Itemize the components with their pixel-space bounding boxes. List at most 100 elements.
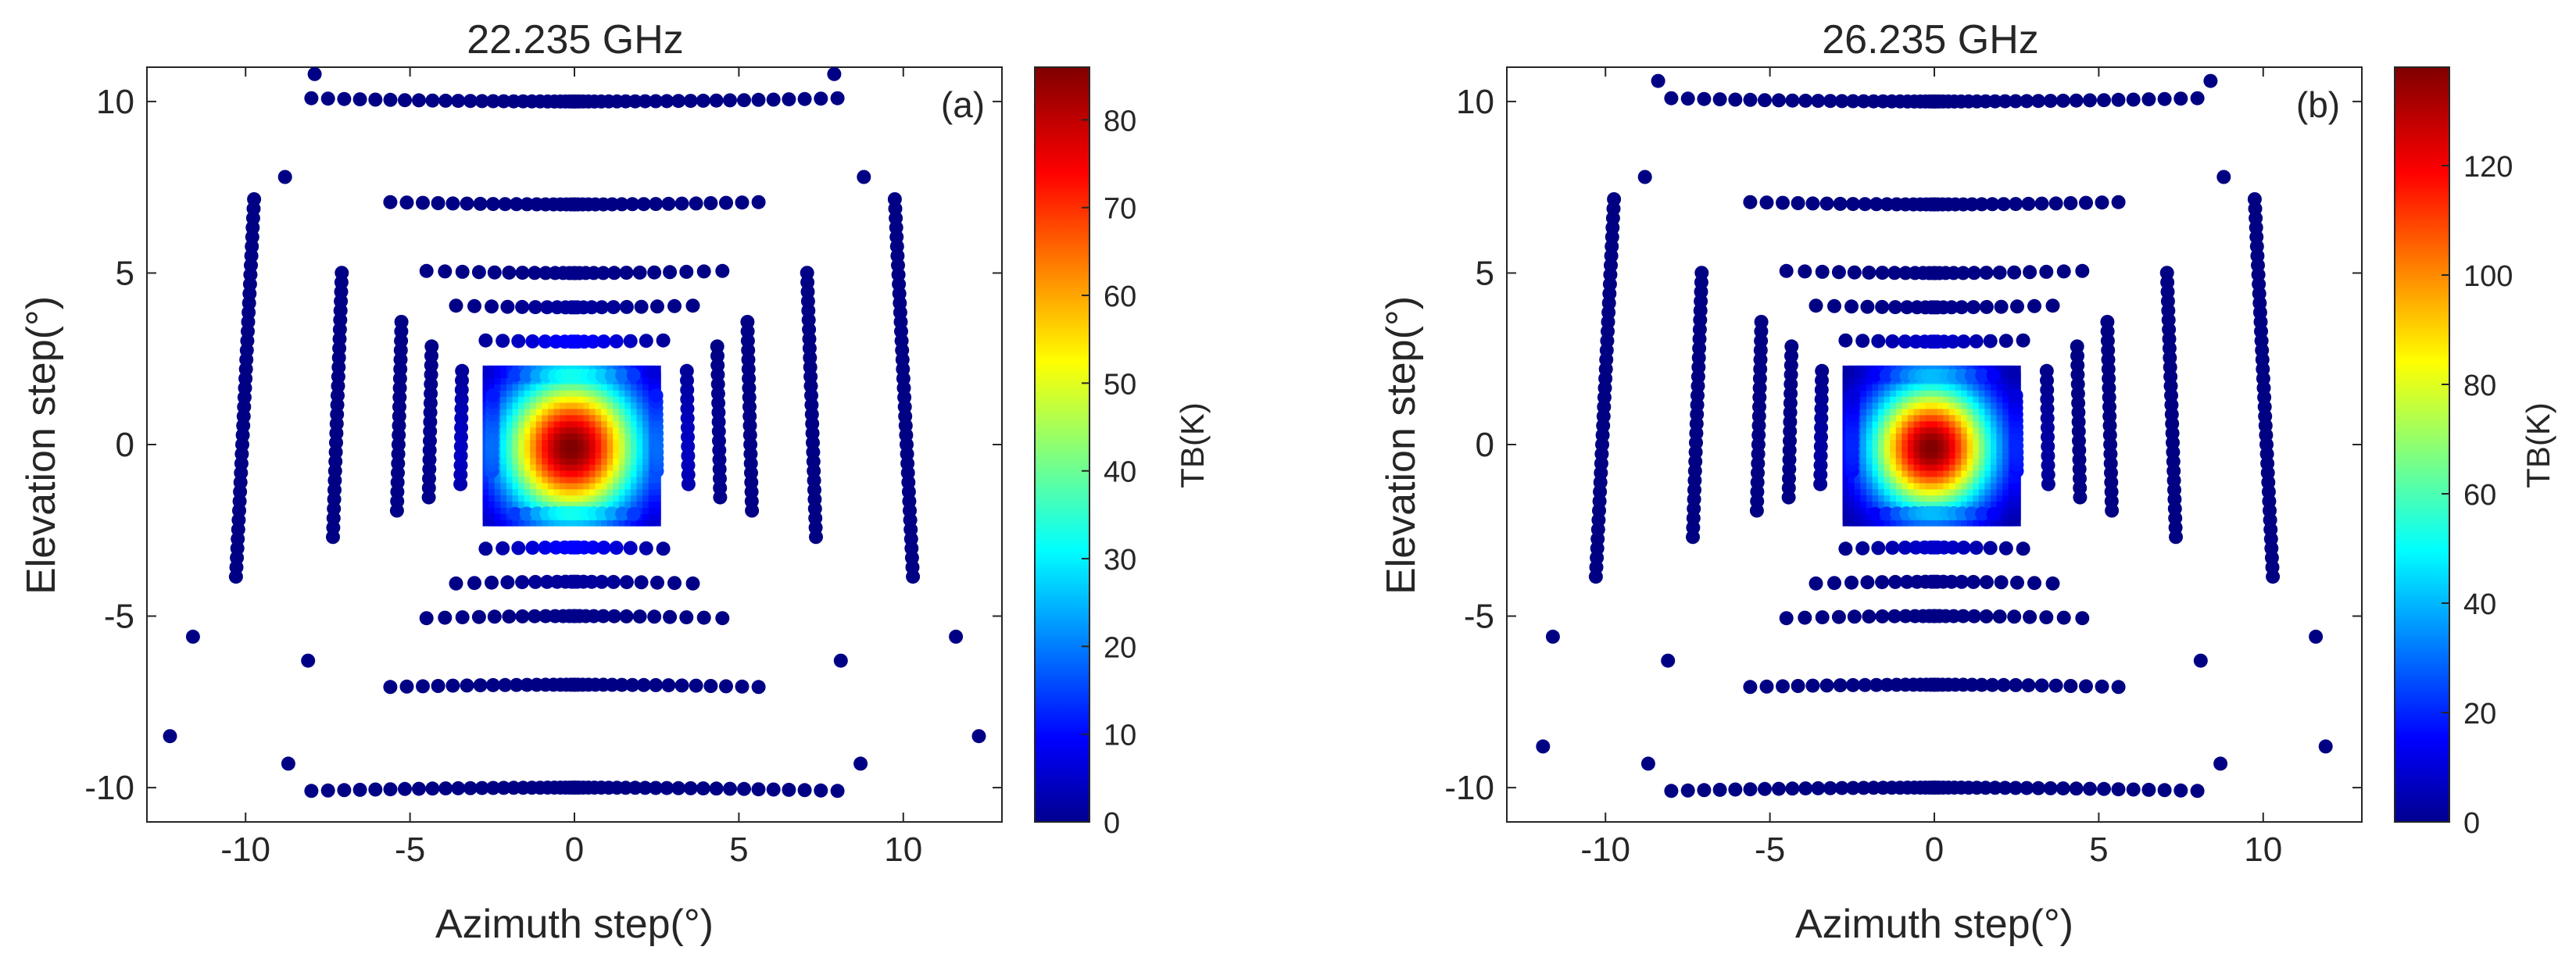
- y-axis-label-b: Elevation step(°): [1379, 296, 1424, 595]
- data-point: [1875, 299, 1890, 314]
- data-point: [625, 677, 640, 692]
- data-point: [2157, 91, 2172, 106]
- data-point: [703, 196, 718, 210]
- y-tick-label: 5: [1476, 254, 1494, 292]
- data-point: [606, 266, 621, 280]
- data-point: [2069, 93, 2084, 108]
- data-point: [2007, 609, 2022, 624]
- data-point: [1776, 195, 1790, 210]
- data-point: [1856, 781, 1871, 795]
- data-point: [1955, 609, 1970, 623]
- data-point: [782, 782, 796, 797]
- y-tick-label: -10: [84, 769, 134, 807]
- data-point: [2021, 196, 2036, 211]
- data-point: [1846, 94, 1860, 109]
- data-point: [703, 679, 718, 693]
- data-point: [887, 192, 902, 206]
- data-point: [1772, 781, 1786, 796]
- data-point: [2056, 610, 2071, 625]
- data-point: [1983, 541, 1998, 556]
- data-point: [614, 197, 629, 212]
- data-point: [1743, 195, 1758, 209]
- data-point: [2083, 781, 2097, 796]
- data-point: [1785, 93, 1800, 108]
- data-point: [431, 196, 445, 210]
- colorbar-label-a: TB(K): [1174, 402, 1211, 488]
- data-point: [1998, 94, 2012, 109]
- data-point: [1974, 197, 1989, 212]
- data-point: [1860, 299, 1875, 314]
- data-point: [766, 782, 781, 797]
- data-point: [2039, 264, 2054, 279]
- data-point: [674, 196, 689, 211]
- data-point: [2009, 781, 2023, 795]
- data-point: [2111, 680, 2126, 695]
- data-point: [1955, 266, 1970, 280]
- x-tick-label: 5: [2089, 831, 2108, 869]
- data-point: [2095, 195, 2109, 210]
- y-tick-label: 10: [1456, 83, 1494, 121]
- data-point: [383, 680, 398, 695]
- data-point: [719, 195, 733, 210]
- data-point: [352, 92, 367, 107]
- data-point: [615, 506, 630, 521]
- data-point: [163, 729, 177, 744]
- colorbar-ticks-b: 0 20 40 60 80 100 120: [2442, 151, 2513, 840]
- data-point: [2069, 781, 2084, 796]
- data-point: [1987, 94, 2002, 109]
- data-point: [1798, 610, 1812, 625]
- data-point: [2157, 783, 2172, 798]
- data-point: [2079, 679, 2093, 694]
- data-point: [634, 299, 649, 314]
- scatter-points-b: [1536, 73, 2333, 798]
- data-point: [460, 678, 474, 693]
- data-point: [412, 93, 426, 108]
- data-point: [2193, 653, 2208, 668]
- data-point: [1858, 677, 1873, 692]
- data-point: [604, 368, 619, 383]
- data-point: [766, 92, 781, 107]
- data-point: [679, 363, 694, 378]
- data-point: [500, 575, 515, 590]
- data-point: [2027, 576, 2041, 591]
- data-point: [2009, 197, 2023, 212]
- data-point: [2034, 196, 2049, 211]
- data-point: [1869, 197, 1884, 212]
- data-point: [1536, 739, 1551, 754]
- data-point: [277, 170, 292, 184]
- data-point: [595, 300, 609, 315]
- data-point: [626, 368, 641, 383]
- data-point: [1712, 92, 1727, 107]
- data-point: [585, 300, 599, 315]
- data-point: [1776, 679, 1790, 694]
- x-axis-label-b: Azimuth step(°): [1795, 902, 2073, 947]
- data-point: [2190, 784, 2205, 798]
- data-point: [638, 781, 653, 795]
- data-point: [451, 94, 466, 109]
- colorbar-tick-label: 80: [1104, 105, 1136, 138]
- x-ticks-a: -10 -5 0 5 10: [220, 67, 922, 869]
- data-point: [723, 93, 737, 108]
- data-point: [1900, 574, 1914, 589]
- data-point: [463, 94, 478, 109]
- data-point: [368, 782, 383, 797]
- data-point: [1998, 541, 2013, 556]
- data-point: [596, 540, 611, 555]
- data-point: [1791, 679, 1805, 693]
- data-point: [2190, 91, 2205, 105]
- data-point: [2008, 365, 2021, 378]
- data-point: [502, 265, 517, 280]
- data-point: [585, 540, 600, 555]
- data-point: [636, 197, 651, 212]
- data-point: [2055, 93, 2070, 108]
- data-point: [1845, 197, 1860, 212]
- data-point: [451, 781, 466, 795]
- data-point: [515, 266, 530, 280]
- data-point: [656, 333, 671, 348]
- x-axis-label-a: Azimuth step(°): [435, 902, 714, 947]
- x-tick-label: -10: [1580, 831, 1630, 869]
- data-point: [585, 574, 599, 589]
- data-point: [455, 363, 470, 378]
- x-tick-label: -5: [1755, 831, 1785, 869]
- chart-title-a: 22.235 GHz: [467, 17, 684, 63]
